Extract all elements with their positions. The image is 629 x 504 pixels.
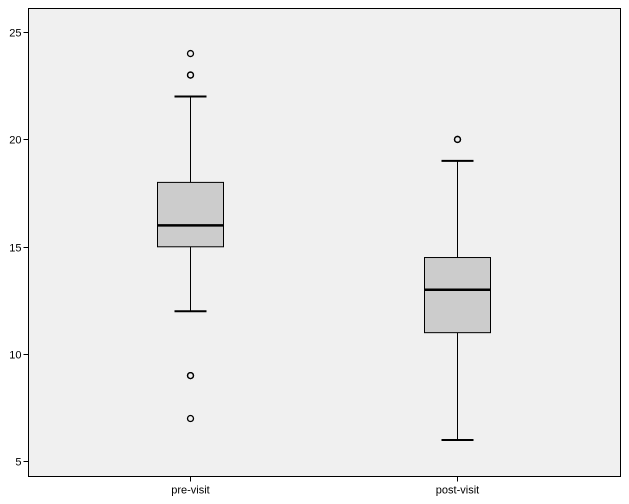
outlier-point (186, 49, 195, 58)
x-axis: pre-visit post-visit (171, 476, 479, 497)
y-tick-label: 20 (9, 135, 21, 147)
iqr-box (424, 257, 491, 334)
y-axis: 5 10 15 20 25 (9, 28, 29, 469)
box-group-post-visit (424, 135, 491, 442)
boxes-group (157, 49, 491, 442)
outlier-point (186, 371, 195, 380)
box-group-pre-visit (157, 49, 224, 423)
outlier-point (186, 71, 195, 79)
outlier-point (453, 135, 462, 144)
outlier-point (186, 414, 195, 423)
iqr-box (157, 181, 224, 248)
y-tick-label: 10 (9, 350, 21, 362)
y-tick-label: 15 (9, 243, 21, 255)
x-tick-label: pre-visit (171, 485, 210, 497)
y-tick-label: 25 (9, 28, 21, 40)
plot-area (28, 8, 621, 477)
x-tick-label: post-visit (436, 485, 479, 497)
y-tick-label: 5 (15, 457, 21, 469)
